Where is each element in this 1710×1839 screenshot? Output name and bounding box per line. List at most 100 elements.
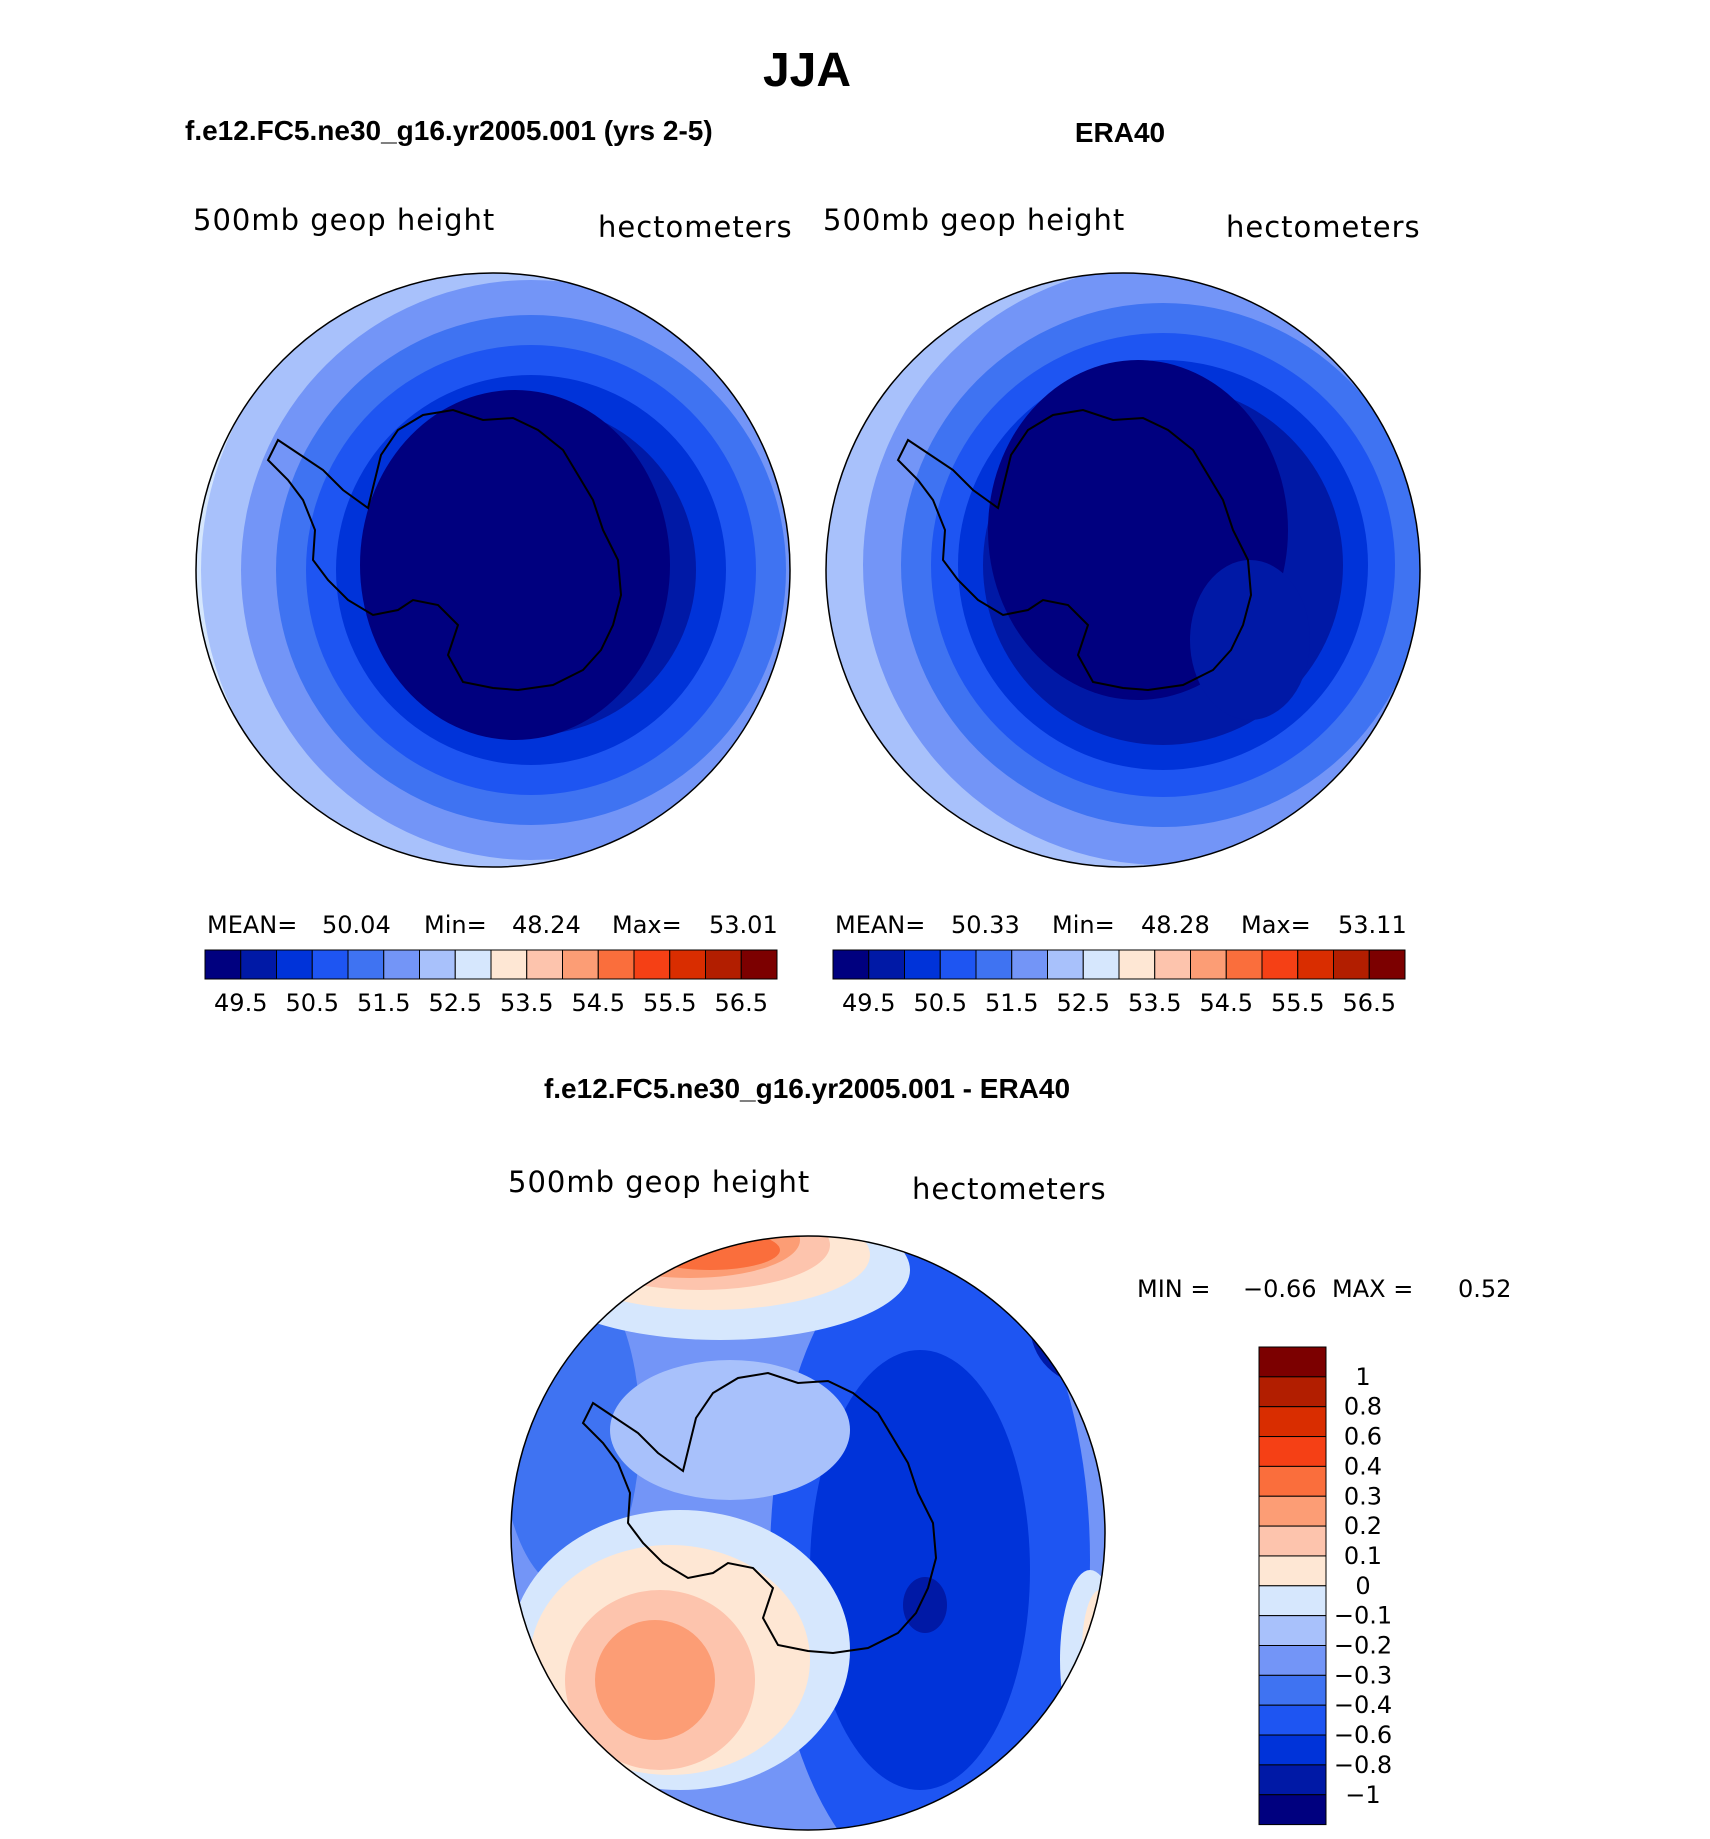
- colorbar-tick-label: 50.5: [286, 989, 339, 1017]
- contour-band: [610, 1360, 850, 1500]
- colorbar-swatch: [1258, 1406, 1327, 1438]
- colorbar-tick-label: 53.5: [1128, 989, 1181, 1017]
- colorbar-swatch: [1118, 949, 1156, 980]
- panel-model-variable-label: 500mb geop height: [193, 203, 495, 237]
- panel-obs-title: ERA40: [1075, 117, 1165, 148]
- colorbar-tick-label: 54.5: [572, 989, 625, 1017]
- colorbar-swatch: [975, 949, 1013, 980]
- panel-obs: ERA40 500mb geop height hectometers MEAN…: [823, 117, 1421, 1017]
- panel-obs-units-label: hectometers: [1226, 210, 1421, 244]
- panel-model-min-label: Min=: [424, 911, 487, 939]
- colorbar-swatch: [1258, 1495, 1327, 1527]
- colorbar-tick-label: 0.6: [1344, 1423, 1382, 1451]
- contour-band: [1030, 1265, 1105, 1385]
- panel-obs-min-label: Min=: [1052, 911, 1115, 939]
- colorbar-swatch: [1258, 1764, 1327, 1796]
- colorbar-tick-label: 51.5: [985, 989, 1038, 1017]
- colorbar-swatch: [490, 949, 528, 980]
- colorbar-tick-label: 0.8: [1344, 1393, 1382, 1421]
- panel-obs-mean-value: 50.33: [951, 911, 1020, 939]
- panel-diff-max-label: MAX =: [1332, 1275, 1413, 1303]
- panel-diff-antarctica-coastline: [581, 1371, 938, 1655]
- colorbar-swatch: [204, 949, 242, 980]
- colorbar-swatch: [1258, 1674, 1327, 1706]
- colorbar-swatch: [1368, 949, 1406, 980]
- colorbar-swatch: [1261, 949, 1299, 980]
- contour-band: [1190, 560, 1310, 720]
- colorbar-swatch: [669, 949, 706, 980]
- colorbar-swatch: [1082, 949, 1120, 980]
- panel-obs-map: [826, 273, 1420, 867]
- colorbar-tick-label: 51.5: [357, 989, 410, 1017]
- colorbar-swatch: [1047, 949, 1084, 980]
- panel-model-antarctica-coastline: [266, 408, 623, 692]
- colorbar-swatch: [1011, 949, 1048, 980]
- panel-model-mean-label: MEAN=: [207, 911, 297, 939]
- colorbar-swatch: [1258, 1376, 1327, 1408]
- panel-diff-min-label: MIN =: [1137, 1275, 1210, 1303]
- main-title: JJA: [763, 44, 851, 97]
- panel-model-colorbar: 49.5 50.5 51.5 52.5 53.5 54.5 55.5 56.5: [204, 949, 778, 1017]
- colorbar-tick-label: −0.1: [1334, 1602, 1392, 1630]
- colorbar-swatch: [1258, 1615, 1327, 1647]
- colorbar-swatch: [1258, 1704, 1327, 1736]
- panel-model-stats: MEAN= 50.04 Min= 48.24 Max= 53.01: [207, 911, 778, 939]
- colorbar-tick-label: 54.5: [1200, 989, 1253, 1017]
- colorbar-swatch: [633, 949, 671, 980]
- colorbar-swatch: [383, 949, 420, 980]
- panel-obs-mean-label: MEAN=: [835, 911, 925, 939]
- colorbar-swatch: [1258, 1525, 1327, 1557]
- contour-band: [810, 1350, 1030, 1790]
- colorbar-swatch: [1258, 1436, 1327, 1467]
- colorbar-tick-label: −0.8: [1334, 1751, 1392, 1779]
- colorbar-swatch: [562, 949, 599, 980]
- colorbar-tick-label: 0.2: [1344, 1512, 1382, 1540]
- panel-diff-stats: MIN = −0.66 MAX = 0.52: [1137, 1275, 1511, 1303]
- panel-diff-variable-label: 500mb geop height: [508, 1165, 810, 1199]
- contour-band: [1082, 1590, 1105, 1710]
- panel-obs-stats: MEAN= 50.33 Min= 48.28 Max= 53.11: [835, 911, 1407, 939]
- panel-diff-title: f.e12.FC5.ne30_g16.yr2005.001 - ERA40: [544, 1073, 1070, 1104]
- colorbar-tick-label: 55.5: [1271, 989, 1324, 1017]
- colorbar-swatch: [1154, 949, 1191, 980]
- contour-band: [1060, 1570, 1105, 1750]
- colorbar-swatch: [1258, 1734, 1327, 1766]
- colorbar-tick-label: −0.2: [1334, 1632, 1392, 1660]
- colorbar-tick-label: 56.5: [715, 989, 768, 1017]
- colorbar-tick-label: 1: [1355, 1363, 1370, 1391]
- panel-diff: f.e12.FC5.ne30_g16.yr2005.001 - ERA40 50…: [508, 1073, 1511, 1831]
- panel-diff-colorbar: 10.80.60.40.30.20.10−0.1−0.2−0.3−0.4−0.6…: [1258, 1346, 1392, 1826]
- panel-model-title: f.e12.FC5.ne30_g16.yr2005.001 (yrs 2-5): [185, 115, 713, 146]
- colorbar-tick-label: 49.5: [214, 989, 267, 1017]
- colorbar-swatch: [311, 949, 349, 980]
- colorbar-swatch: [939, 949, 977, 980]
- colorbar-swatch: [740, 949, 778, 980]
- contour-band: [903, 1577, 947, 1633]
- colorbar-swatch: [1258, 1555, 1327, 1587]
- colorbar-swatch: [705, 949, 742, 980]
- panel-diff-units-label: hectometers: [912, 1172, 1107, 1206]
- colorbar-tick-label: −0.4: [1334, 1691, 1392, 1719]
- panel-model-map-border: [195, 272, 791, 868]
- colorbar-swatch: [1190, 949, 1227, 980]
- colorbar-swatch: [832, 949, 870, 980]
- colorbar-swatch: [597, 949, 635, 980]
- colorbar-tick-label: 53.5: [500, 989, 553, 1017]
- colorbar-tick-label: −0.3: [1334, 1661, 1392, 1689]
- colorbar-tick-label: −1: [1345, 1781, 1380, 1809]
- panel-model-min-value: 48.24: [512, 911, 581, 939]
- colorbar-swatch: [240, 949, 277, 980]
- panel-diff-max-value: 0.52: [1458, 1275, 1511, 1303]
- panel-obs-max-label: Max=: [1241, 911, 1311, 939]
- colorbar-swatch: [454, 949, 492, 980]
- colorbar-swatch: [419, 949, 456, 980]
- colorbar-tick-label: 52.5: [1057, 989, 1110, 1017]
- colorbar-swatch: [1333, 949, 1370, 980]
- panel-obs-map-border: [825, 272, 1421, 868]
- panel-obs-colorbar: 49.5 50.5 51.5 52.5 53.5 54.5 55.5 56.5: [832, 949, 1406, 1017]
- panel-model: f.e12.FC5.ne30_g16.yr2005.001 (yrs 2-5) …: [185, 115, 792, 1017]
- colorbar-swatch: [276, 949, 313, 980]
- colorbar-tick-label: 0.3: [1344, 1482, 1382, 1510]
- panel-obs-max-value: 53.11: [1338, 911, 1407, 939]
- panel-obs-min-value: 48.28: [1141, 911, 1210, 939]
